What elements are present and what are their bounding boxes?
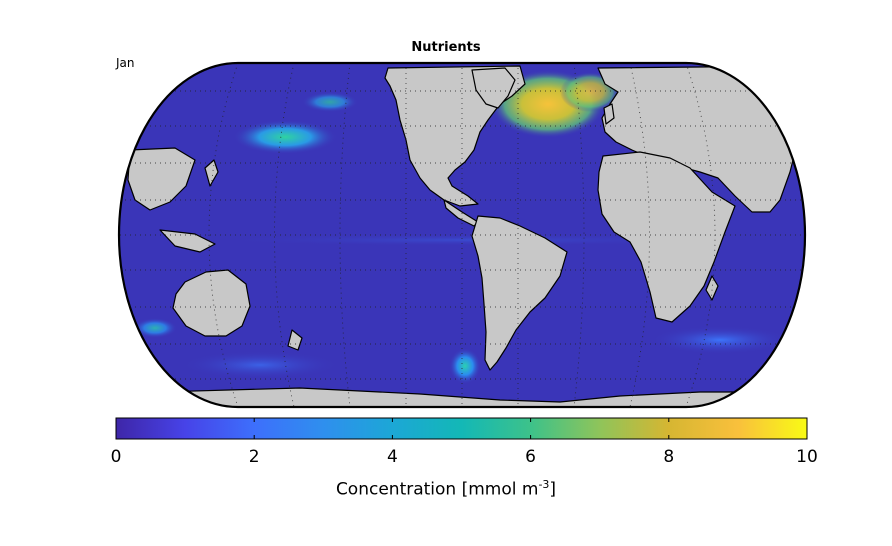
colorbar-label-exponent: -3: [538, 478, 550, 491]
map-globe: [119, 63, 805, 407]
indonesia: [159, 229, 216, 253]
colorbar-tick-label: 0: [110, 447, 122, 467]
east-asia-pacific-edge: [127, 147, 196, 211]
southern-ocean-east-concentration: [650, 326, 790, 354]
map-boundary: [117, 61, 807, 409]
colorbar-label-suffix: ]: [549, 479, 557, 500]
colorbar-tick-label: 10: [796, 447, 818, 467]
southern-ocean-band: [180, 351, 340, 379]
colorbar-label-text: Concentration [mmol m: [335, 479, 539, 500]
central-america: [443, 199, 479, 227]
colorbar-tick-label: 8: [663, 447, 675, 467]
colorbar-tick-label: 2: [248, 447, 260, 467]
british-isles: [603, 103, 615, 125]
southern-ocean-high-concentration: [449, 348, 481, 384]
southern-ocean-west-concentration: [133, 318, 177, 338]
africa: [597, 151, 736, 323]
north-pacific-high-concentration: [233, 120, 337, 154]
antarctica: [129, 387, 801, 407]
map-title: Nutrients: [411, 40, 481, 55]
colorbar-tick-label: 4: [386, 447, 398, 467]
colorbar: [115, 417, 808, 440]
australia: [172, 269, 251, 337]
bering-sea-high-concentration: [302, 92, 358, 112]
madagascar: [705, 275, 719, 301]
month-label: Jan: [116, 56, 135, 70]
continents: [127, 65, 804, 407]
south-america: [471, 215, 568, 371]
greenland: [471, 67, 516, 109]
new-zealand: [287, 329, 303, 351]
colorbar-tick-marks: [115, 418, 808, 439]
graticule: [119, 63, 805, 407]
colorbar-tick-label: 6: [525, 447, 537, 467]
colorbar-label: Concentration [mmol m-3]: [0, 478, 892, 500]
